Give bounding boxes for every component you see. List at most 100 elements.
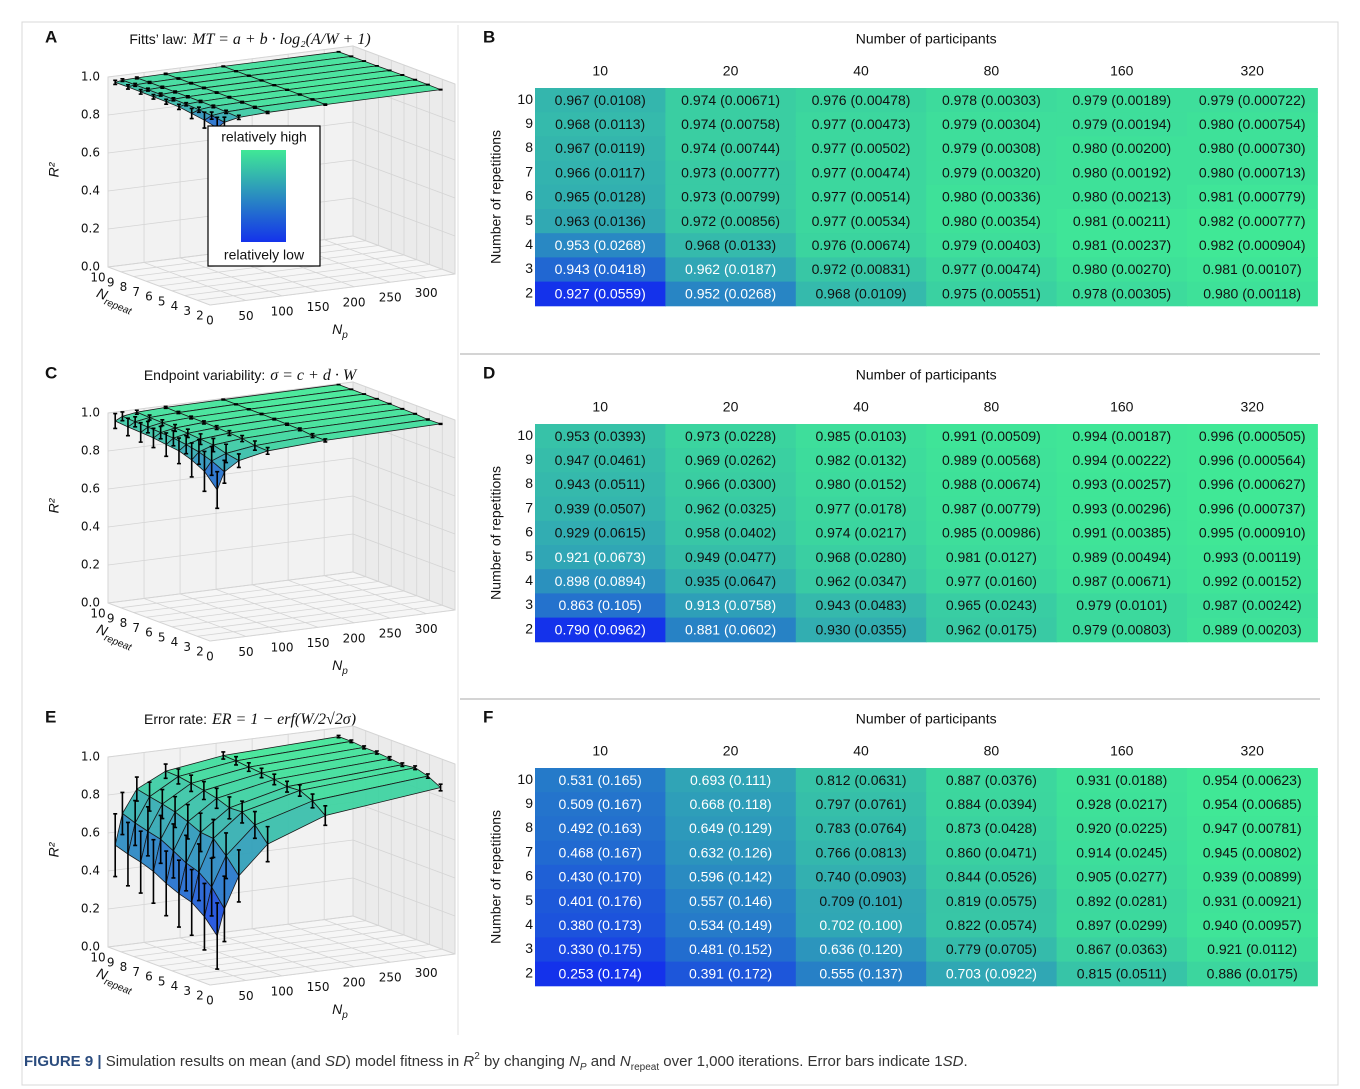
cell-label: 0.815 (0.0511): [1077, 965, 1167, 981]
row-label: 5: [525, 548, 533, 564]
x-tick-label: 0: [206, 314, 214, 328]
error-bar: [272, 417, 277, 421]
heatmap-cell: [1187, 136, 1318, 162]
grid-line: [352, 381, 456, 421]
cell-label: 0.884 (0.0394): [946, 796, 1037, 812]
row-label: 6: [525, 188, 533, 204]
heatmap-cell: [535, 768, 666, 793]
row-label: 3: [525, 260, 533, 276]
error-bar: [222, 459, 227, 485]
z-tick-label: 1.0: [81, 750, 100, 764]
grid-line: [352, 877, 456, 917]
grid-line: [197, 268, 443, 301]
error-bar: [176, 437, 181, 465]
heatmap-cell: [1056, 160, 1188, 186]
heatmap-cell: [1187, 257, 1318, 283]
heatmap-cell: [795, 792, 927, 817]
column-label: 160: [1110, 63, 1134, 79]
cell-label: 0.860 (0.0471): [946, 844, 1037, 860]
row-label: 7: [525, 499, 533, 515]
heatmap-cell: [665, 424, 797, 449]
heatmap-cell: [1187, 160, 1318, 186]
cell-label: 0.468 (0.167): [559, 844, 642, 860]
formula: ER = 1 − erf(W/2√2σ): [211, 711, 356, 728]
error-bar: [120, 411, 125, 422]
y-tick-label: 7: [132, 621, 140, 635]
axis-title-main: N: [332, 1001, 343, 1017]
heatmap-cell: [665, 816, 797, 842]
error-bar: [265, 825, 270, 863]
row-label: 9: [525, 115, 533, 131]
heatmap-cell: [665, 88, 797, 113]
heatmap-cell: [926, 617, 1058, 643]
cell-label: 0.974 (0.00744): [681, 140, 780, 156]
heatmap-cell: [1187, 889, 1318, 914]
cell-label: 0.991 (0.00385): [1072, 525, 1171, 541]
error-bar: [171, 429, 176, 447]
cell-label: 0.979 (0.00320): [942, 164, 1041, 180]
cell-label: 0.921 (0.0112): [1207, 941, 1297, 957]
error-bar: [252, 105, 257, 110]
cell-label: 0.977 (0.00473): [812, 116, 911, 132]
z-tick-label: 1.0: [81, 70, 100, 84]
x-tick-label: 0: [206, 650, 214, 664]
x-tick-label: 150: [307, 980, 330, 994]
y-tick-label: 9: [107, 955, 115, 969]
error-bar: [265, 110, 270, 115]
x-tick-label: 0: [206, 994, 214, 1008]
y-tick-label: 6: [145, 970, 153, 984]
heatmap-cell: [535, 136, 666, 162]
grid-line: [146, 929, 392, 962]
error-bar: [222, 875, 227, 943]
x-tick-label: 150: [307, 300, 330, 314]
error-bar: [349, 739, 354, 744]
cell-label: 0.668 (0.118): [689, 796, 771, 812]
heatmap-cell: [665, 864, 797, 890]
z-tick-label: 0.8: [81, 788, 100, 802]
heatmap-cell: [535, 864, 666, 890]
column-label: 320: [1241, 743, 1265, 759]
error-bar: [224, 109, 229, 115]
error-bar: [413, 412, 418, 415]
cell-label: 0.966 (0.0300): [685, 476, 776, 492]
error-bar: [202, 882, 207, 951]
heatmap-cell: [535, 424, 666, 449]
cell-label: 0.973 (0.00799): [681, 189, 780, 205]
grid-line: [352, 839, 456, 879]
column-label: 320: [1241, 399, 1265, 415]
error-bar: [158, 814, 163, 865]
heatmap-cell: [535, 569, 666, 594]
formula: σ = c + d · W: [270, 367, 358, 384]
y-tick-label: 6: [145, 290, 153, 304]
grid-line: [209, 953, 456, 986]
z-tick-label: 0.2: [81, 222, 100, 236]
grid-line: [120, 920, 366, 953]
cell-label: 0.985 (0.0103): [815, 428, 906, 444]
cell-label: 0.555 (0.137): [819, 965, 902, 981]
heatmap-cell: [535, 448, 666, 473]
cell-label: 0.980 (0.000713): [1199, 164, 1306, 180]
heatmap-title: Number of participants: [856, 711, 997, 727]
error-bar: [201, 86, 206, 90]
heatmap-cell: [795, 88, 927, 113]
error-bar: [252, 810, 257, 840]
cell-label: 0.783 (0.0764): [815, 820, 906, 836]
error-bar: [234, 403, 239, 406]
cell-label: 0.974 (0.0217): [815, 525, 906, 541]
cell-label: 0.702 (0.100): [819, 917, 902, 933]
grid-line: [158, 254, 405, 287]
heatmap-cell: [1056, 961, 1188, 987]
heatmap-cell: [535, 184, 666, 210]
error-bar: [189, 415, 194, 420]
grid-line: [352, 457, 456, 497]
x-tick-label: 200: [343, 975, 366, 989]
heatmap-cell: [665, 961, 797, 987]
error-bar: [171, 823, 176, 879]
cell-label: 0.981 (0.000779): [1199, 189, 1306, 205]
y-tick-label: 9: [107, 275, 115, 289]
column-label: 10: [592, 399, 608, 415]
error-bar: [189, 442, 194, 478]
cell-label: 0.939 (0.0507): [555, 500, 646, 516]
axis-title-main: N: [332, 321, 343, 337]
